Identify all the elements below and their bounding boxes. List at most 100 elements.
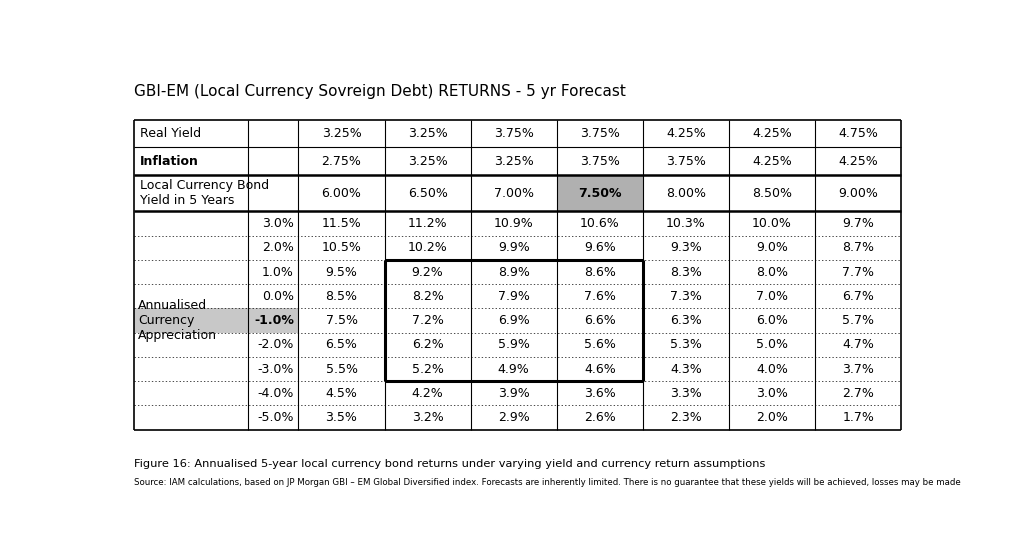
Text: Annualised
Currency
Appreciation: Annualised Currency Appreciation [138, 299, 217, 342]
Text: 6.7%: 6.7% [842, 290, 874, 303]
Text: 4.75%: 4.75% [838, 127, 878, 140]
Text: 6.50%: 6.50% [408, 187, 447, 200]
Text: 5.2%: 5.2% [412, 362, 443, 375]
Text: 4.2%: 4.2% [412, 387, 443, 400]
Text: 4.25%: 4.25% [838, 155, 878, 168]
Text: 3.6%: 3.6% [584, 387, 616, 400]
Text: -4.0%: -4.0% [258, 387, 294, 400]
Text: 8.5%: 8.5% [325, 290, 358, 303]
Text: 5.7%: 5.7% [842, 314, 874, 327]
Text: GBI-EM (Local Currency Sovreign Debt) RETURNS - 5 yr Forecast: GBI-EM (Local Currency Sovreign Debt) RE… [134, 84, 626, 99]
Text: 6.0%: 6.0% [756, 314, 788, 327]
Text: 7.3%: 7.3% [670, 290, 702, 303]
Text: 2.6%: 2.6% [584, 411, 616, 424]
Text: 8.00%: 8.00% [666, 187, 706, 200]
Text: 9.0%: 9.0% [756, 242, 788, 254]
Text: 8.9%: 8.9% [498, 265, 529, 279]
Text: 3.9%: 3.9% [498, 387, 529, 400]
Text: 9.2%: 9.2% [412, 265, 443, 279]
Text: 6.3%: 6.3% [670, 314, 702, 327]
Text: 5.5%: 5.5% [325, 362, 358, 375]
Text: -3.0%: -3.0% [258, 362, 294, 375]
Text: 3.3%: 3.3% [670, 387, 702, 400]
Text: 11.5%: 11.5% [321, 217, 362, 230]
Text: 10.5%: 10.5% [321, 242, 362, 254]
Text: 1.7%: 1.7% [842, 411, 874, 424]
Text: 3.7%: 3.7% [842, 362, 874, 375]
Text: 4.6%: 4.6% [584, 362, 616, 375]
Text: 4.7%: 4.7% [842, 338, 874, 351]
Text: 7.5%: 7.5% [325, 314, 358, 327]
Text: 6.5%: 6.5% [325, 338, 358, 351]
Text: 2.9%: 2.9% [498, 411, 529, 424]
Text: 7.2%: 7.2% [412, 314, 443, 327]
Text: -2.0%: -2.0% [258, 338, 294, 351]
Text: 11.2%: 11.2% [408, 217, 447, 230]
Text: 2.3%: 2.3% [670, 411, 702, 424]
Text: 9.00%: 9.00% [838, 187, 878, 200]
Text: 3.2%: 3.2% [412, 411, 443, 424]
Text: 4.25%: 4.25% [752, 127, 792, 140]
Text: 6.00%: 6.00% [321, 187, 362, 200]
Text: 4.0%: 4.0% [756, 362, 788, 375]
Text: 8.2%: 8.2% [412, 290, 443, 303]
Text: Source: IAM calculations, based on JP Morgan GBI – EM Global Diversified index. : Source: IAM calculations, based on JP Mo… [134, 478, 961, 487]
Text: 5.3%: 5.3% [670, 338, 702, 351]
Text: 10.3%: 10.3% [666, 217, 706, 230]
Text: 9.9%: 9.9% [498, 242, 529, 254]
Bar [557, 175, 643, 212]
Text: 5.0%: 5.0% [756, 338, 788, 351]
Text: 7.9%: 7.9% [498, 290, 529, 303]
Text: 8.3%: 8.3% [670, 265, 702, 279]
Text: 2.7%: 2.7% [842, 387, 874, 400]
Text: 6.6%: 6.6% [584, 314, 616, 327]
Text: 5.9%: 5.9% [498, 338, 529, 351]
Text: 8.7%: 8.7% [842, 242, 874, 254]
Bar [134, 308, 299, 333]
Text: 4.5%: 4.5% [325, 387, 358, 400]
Text: 3.75%: 3.75% [580, 155, 620, 168]
Text: Figure 16: Annualised 5-year local currency bond returns under varying yield and: Figure 16: Annualised 5-year local curre… [134, 459, 766, 469]
Text: 9.6%: 9.6% [584, 242, 616, 254]
Text: 3.75%: 3.75% [580, 127, 620, 140]
Text: 8.6%: 8.6% [584, 265, 616, 279]
Text: 3.0%: 3.0% [262, 217, 294, 230]
Text: 3.25%: 3.25% [408, 155, 447, 168]
Text: 10.2%: 10.2% [408, 242, 447, 254]
Text: 8.50%: 8.50% [752, 187, 792, 200]
Text: 6.2%: 6.2% [412, 338, 443, 351]
Text: 9.5%: 9.5% [325, 265, 358, 279]
Text: 10.6%: 10.6% [580, 217, 620, 230]
Text: 6.9%: 6.9% [498, 314, 529, 327]
Text: 3.5%: 3.5% [325, 411, 358, 424]
Text: 7.6%: 7.6% [584, 290, 616, 303]
Text: Local Currency Bond
Yield in 5 Years: Local Currency Bond Yield in 5 Years [139, 180, 269, 207]
Text: 8.0%: 8.0% [756, 265, 788, 279]
Text: 4.3%: 4.3% [670, 362, 702, 375]
Text: 4.9%: 4.9% [498, 362, 529, 375]
Text: 3.0%: 3.0% [756, 387, 788, 400]
Text: 9.3%: 9.3% [670, 242, 702, 254]
Text: 10.9%: 10.9% [494, 217, 533, 230]
Text: 1.0%: 1.0% [262, 265, 294, 279]
Text: 7.7%: 7.7% [842, 265, 874, 279]
Text: 10.0%: 10.0% [752, 217, 792, 230]
Text: 7.50%: 7.50% [578, 187, 621, 200]
Text: 0.0%: 0.0% [262, 290, 294, 303]
Text: -1.0%: -1.0% [254, 314, 294, 327]
Text: 2.0%: 2.0% [262, 242, 294, 254]
Text: 2.75%: 2.75% [321, 155, 362, 168]
Text: 3.25%: 3.25% [494, 155, 533, 168]
Text: 3.75%: 3.75% [494, 127, 533, 140]
Text: 9.7%: 9.7% [842, 217, 874, 230]
Text: 3.25%: 3.25% [321, 127, 362, 140]
Text: 3.75%: 3.75% [666, 155, 706, 168]
Text: -5.0%: -5.0% [258, 411, 294, 424]
Text: 7.0%: 7.0% [756, 290, 788, 303]
Text: 4.25%: 4.25% [752, 155, 792, 168]
Text: 5.6%: 5.6% [584, 338, 616, 351]
Text: Inflation: Inflation [139, 155, 198, 168]
Text: 7.00%: 7.00% [494, 187, 533, 200]
Text: 3.25%: 3.25% [408, 127, 447, 140]
Text: Real Yield: Real Yield [139, 127, 201, 140]
